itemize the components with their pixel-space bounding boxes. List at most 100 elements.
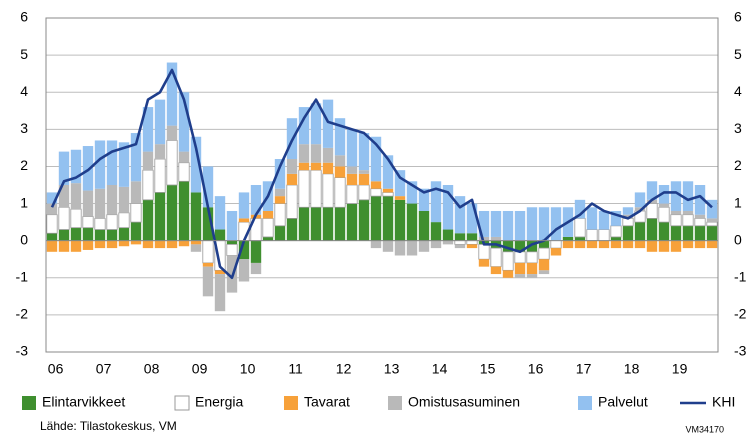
bar-segment [406,181,418,204]
bar-segment [490,266,502,275]
y2-tick-label: -2 [734,306,747,322]
bar-segment [598,210,610,230]
bar-segment [214,270,226,275]
bar-segment [82,216,94,229]
bar-segment [58,229,70,241]
bar-segment [190,136,202,193]
y-tick-label: -2 [16,306,29,322]
bar-segment [274,159,286,189]
legend-label: Elintarvikkeet [42,394,125,410]
bar-segment [106,214,118,230]
bar-segment [334,118,346,156]
x-tick-label: 13 [384,361,400,377]
bar-segment [346,129,358,167]
bar-segment [370,196,382,241]
bar-segment [238,192,250,219]
y2-tick-label: 4 [734,83,742,99]
bar-segment [46,214,58,234]
bar-segment [178,151,190,163]
bar-segment [454,244,466,249]
y2-tick-label: -1 [734,268,747,284]
bar-segment [118,240,130,247]
bar-segment [646,203,658,219]
bar-segment [202,262,214,267]
bar-segment [382,155,394,189]
bar-segment [214,274,226,312]
bar-segment [58,240,70,252]
bar-segment [142,169,154,201]
bar-segment [334,155,346,167]
bar-segment [586,207,598,230]
legend-label: Omistusasuminen [408,394,520,410]
bar-segment [478,243,490,260]
bar-segment [514,251,526,264]
bar-segment [178,240,190,247]
bar-segment [562,236,574,241]
bar-segment [538,207,550,241]
bar-segment [478,210,490,237]
bar-segment [94,217,106,230]
bar-segment [682,181,694,211]
bar-segment [286,184,298,219]
bar-segment [406,240,418,256]
bar-segment [454,233,466,241]
bar-segment [430,222,442,241]
bar-segment [526,240,538,252]
bar-segment [358,184,370,201]
bar-segment [622,240,634,249]
bar-segment [574,217,586,238]
bar-segment [358,133,370,171]
bar-segment [706,225,718,241]
bar-segment [298,169,310,208]
bar-segment [454,196,466,234]
bar-segment [118,186,130,213]
bar-segment [634,222,646,241]
bar-segment [382,240,394,252]
x-tick-label: 19 [672,361,688,377]
bar-segment [658,203,670,208]
bar-segment [526,262,538,275]
bar-segment [694,185,706,215]
bar-segment [250,185,262,215]
bar-segment [658,185,670,204]
bar-segment [310,144,322,163]
y2-tick-label: 5 [734,46,742,62]
line-series [50,68,713,280]
bar-segment [682,225,694,241]
bar-segment [706,240,718,249]
bar-segment [262,217,274,238]
bar-segment [226,243,238,256]
bar-segment [130,203,142,223]
bar-segment [46,203,58,215]
bar-segment [82,227,94,241]
bar-segment [262,210,274,219]
bar-segment [322,99,334,148]
bar-segment [682,240,694,249]
bar-segment [658,206,670,223]
bar-segment [82,146,94,191]
bar-segment [178,181,190,241]
bar-segment [514,210,526,241]
x-tick-label: 12 [336,361,352,377]
bar-segment [94,240,106,249]
bar-segment [550,207,562,241]
bar-segment [214,196,226,230]
bar-segment [322,162,334,174]
bar-segment [658,240,670,252]
bar-segment [670,240,682,252]
y2-tick-label: 6 [734,9,742,25]
bar-segment [610,240,622,249]
bar-segment [58,151,70,185]
bar-segment [142,107,154,152]
bar-segment [358,173,370,185]
bar-segment [466,240,478,245]
bar-segment [682,210,694,215]
bar-segment [706,199,718,219]
y2-tick-label: 3 [734,120,742,136]
bar-segment [154,192,166,241]
bar-segment [586,229,598,242]
bar-segment [394,170,406,197]
bar-segment [274,203,286,227]
bar-segment [190,240,202,245]
y-tick-label: 1 [20,194,28,210]
